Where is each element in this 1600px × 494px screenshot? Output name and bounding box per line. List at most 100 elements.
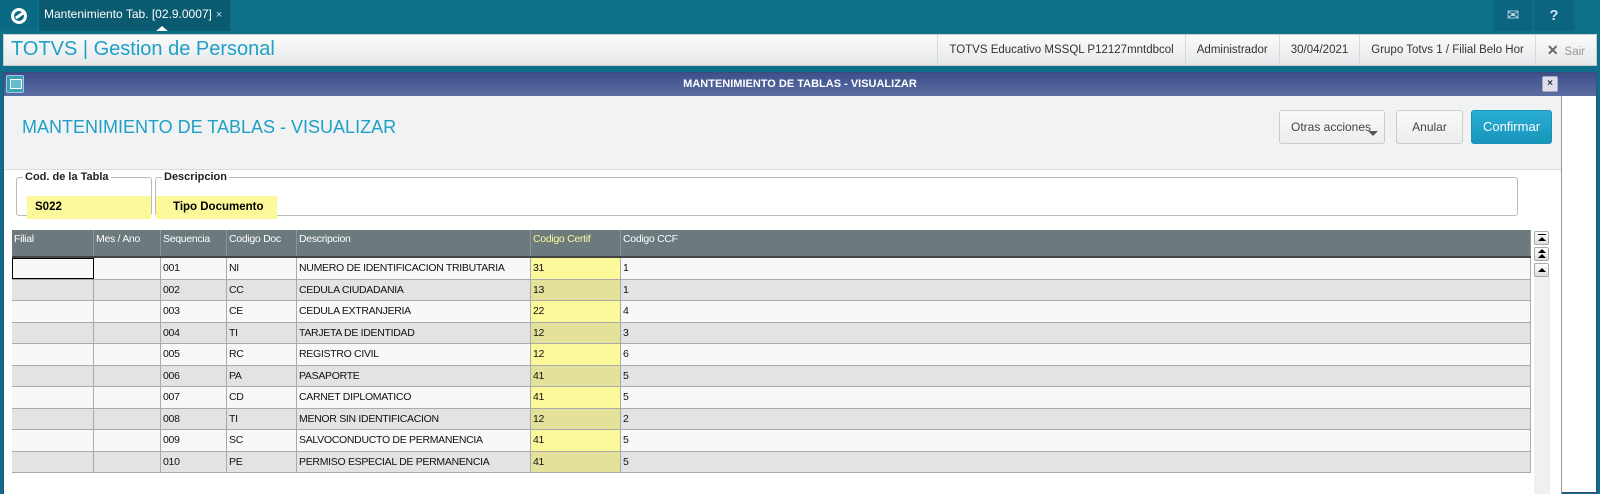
grid-cell[interactable]: 5 (621, 430, 1531, 451)
grid-cell[interactable]: 41 (531, 430, 621, 451)
grid-cell[interactable]: TI (227, 408, 297, 429)
grid-cell[interactable] (94, 408, 161, 429)
grid-cell[interactable]: CARNET DIPLOMATICO (297, 387, 531, 408)
grid-cell[interactable]: 001 (161, 258, 227, 279)
grid-cell[interactable]: REGISTRO CIVIL (297, 344, 531, 365)
grid-cell[interactable]: 12 (531, 408, 621, 429)
grid-cell[interactable]: RC (227, 344, 297, 365)
table-row[interactable]: 009 SC SALVOCONDUCTO DE PERMANENCIA 41 5 (12, 430, 1531, 452)
grid-cell[interactable] (12, 430, 94, 451)
grid-cell[interactable]: 41 (531, 451, 621, 472)
grid-cell[interactable] (12, 365, 94, 386)
tab-close-icon[interactable]: × (215, 9, 223, 21)
grid-cell[interactable]: 4 (621, 301, 1531, 322)
grid-cell[interactable] (94, 258, 161, 279)
table-row[interactable]: 003 CE CEDULA EXTRANJERIA 22 4 (12, 301, 1531, 323)
table-row[interactable]: 007 CD CARNET DIPLOMATICO 41 5 (12, 387, 1531, 409)
column-header[interactable]: Codigo Certif (531, 230, 621, 256)
branch-info[interactable]: Grupo Totvs 1 / Filial Belo Hor (1359, 35, 1535, 65)
grid-cell[interactable]: PERMISO ESPECIAL DE PERMANENCIA (297, 451, 531, 472)
grid-cell[interactable]: 12 (531, 322, 621, 343)
table-row[interactable]: 010 PE PERMISO ESPECIAL DE PERMANENCIA 41 5 (12, 451, 1531, 473)
user-info[interactable]: Administrador (1184, 35, 1279, 65)
grid-cell[interactable] (12, 451, 94, 472)
grid-cell[interactable]: 003 (161, 301, 227, 322)
column-header[interactable]: Filial (12, 230, 94, 256)
table-row[interactable]: 005 RC REGISTRO CIVIL 12 6 (12, 344, 1531, 366)
grid-cell[interactable] (94, 387, 161, 408)
grid-cell[interactable] (12, 322, 94, 343)
grid-cell[interactable]: 6 (621, 344, 1531, 365)
table-row[interactable]: 002 CC CEDULA CIUDADANIA 13 1 (12, 279, 1531, 301)
grid-cell[interactable]: 008 (161, 408, 227, 429)
other-actions-button[interactable]: Otras acciones (1279, 110, 1385, 144)
scroll-page-up-button[interactable] (1534, 247, 1549, 261)
grid-cell[interactable]: 22 (531, 301, 621, 322)
table-code-field[interactable]: S022 (27, 196, 151, 219)
window-close-button[interactable]: × (1542, 76, 1558, 92)
grid-cell[interactable] (12, 279, 94, 300)
grid-cell[interactable]: CD (227, 387, 297, 408)
help-icon[interactable]: ? (1534, 0, 1574, 31)
grid-cell[interactable] (94, 365, 161, 386)
grid-cell[interactable]: 2 (621, 408, 1531, 429)
envelope-icon[interactable]: ✉ (1494, 0, 1532, 31)
table-row[interactable]: 001 NI NUMERO DE IDENTIFICACION TRIBUTARIA… (12, 258, 1531, 280)
grid-cell[interactable] (94, 344, 161, 365)
grid-cell[interactable]: 41 (531, 365, 621, 386)
scroll-top-button[interactable] (1534, 231, 1549, 245)
grid-cell[interactable] (94, 279, 161, 300)
grid-cell[interactable] (12, 301, 94, 322)
date-info[interactable]: 30/04/2021 (1278, 35, 1360, 65)
table-row[interactable]: 008 TI MENOR SIN IDENTIFICACION 12 2 (12, 408, 1531, 430)
grid-cell[interactable]: MENOR SIN IDENTIFICACION (297, 408, 531, 429)
grid-cell[interactable]: PASAPORTE (297, 365, 531, 386)
grid-cell[interactable] (12, 387, 94, 408)
grid-cell[interactable]: SC (227, 430, 297, 451)
grid-cell[interactable]: SALVOCONDUCTO DE PERMANENCIA (297, 430, 531, 451)
grid-cell[interactable] (94, 301, 161, 322)
totvs-logo-icon[interactable] (0, 0, 37, 31)
grid-cell[interactable]: 1 (621, 258, 1531, 279)
grid-cell[interactable]: CEDULA EXTRANJERIA (297, 301, 531, 322)
column-header[interactable]: Mes / Ano (94, 230, 161, 256)
grid-cell[interactable]: PE (227, 451, 297, 472)
grid-cell[interactable] (12, 408, 94, 429)
grid-cell[interactable]: NUMERO DE IDENTIFICACION TRIBUTARIA (297, 258, 531, 279)
grid-cell[interactable]: 41 (531, 387, 621, 408)
grid-cell[interactable]: PA (227, 365, 297, 386)
grid-cell[interactable]: 3 (621, 322, 1531, 343)
column-header[interactable]: Descripcion (297, 230, 531, 256)
grid-cell[interactable]: NI (227, 258, 297, 279)
grid-cell[interactable]: 5 (621, 451, 1531, 472)
grid-cell[interactable]: 006 (161, 365, 227, 386)
grid-cell[interactable] (94, 322, 161, 343)
grid-cell[interactable]: CEDULA CIUDADANIA (297, 279, 531, 300)
grid-cell[interactable]: 009 (161, 430, 227, 451)
grid-cell[interactable]: 1 (621, 279, 1531, 300)
grid-cell[interactable]: CC (227, 279, 297, 300)
column-header[interactable]: Sequencia (161, 230, 227, 256)
grid-cell[interactable]: 010 (161, 451, 227, 472)
grid-cell[interactable]: 12 (531, 344, 621, 365)
grid-cell[interactable]: TI (227, 322, 297, 343)
grid-cell[interactable] (12, 344, 94, 365)
table-row[interactable]: 004 TI TARJETA DE IDENTIDAD 12 3 (12, 322, 1531, 344)
grid-cell[interactable] (94, 451, 161, 472)
scroll-up-button[interactable] (1534, 263, 1549, 277)
environment-info[interactable]: TOTVS Educativo MSSQL P12127mntdbcol (937, 35, 1184, 65)
grid-cell[interactable]: 002 (161, 279, 227, 300)
grid-cell[interactable]: 5 (621, 387, 1531, 408)
confirm-button[interactable]: Confirmar (1471, 110, 1552, 144)
grid-cell[interactable] (12, 258, 94, 279)
grid-cell[interactable]: 31 (531, 258, 621, 279)
description-field[interactable]: Tipo Documento (156, 196, 277, 219)
grid-cell[interactable]: TARJETA DE IDENTIDAD (297, 322, 531, 343)
column-header[interactable]: Codigo Doc (227, 230, 297, 256)
column-header[interactable]: Codigo CCF (621, 230, 1531, 256)
scrollbar-track[interactable] (1534, 276, 1550, 494)
grid-cell[interactable]: CE (227, 301, 297, 322)
grid-cell[interactable] (94, 430, 161, 451)
grid-cell[interactable]: 004 (161, 322, 227, 343)
cancel-button[interactable]: Anular (1396, 110, 1463, 144)
